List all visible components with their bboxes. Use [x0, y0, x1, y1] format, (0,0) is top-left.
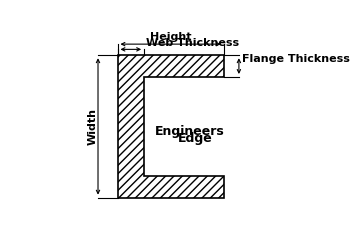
- Text: Flange Thickness: Flange Thickness: [242, 54, 350, 64]
- Polygon shape: [117, 55, 224, 198]
- Text: Web Thickness: Web Thickness: [146, 38, 239, 48]
- Text: Edge: Edge: [178, 132, 213, 145]
- Text: Height: Height: [150, 32, 191, 42]
- Text: Engineers: Engineers: [155, 125, 225, 138]
- Text: Width: Width: [88, 108, 98, 145]
